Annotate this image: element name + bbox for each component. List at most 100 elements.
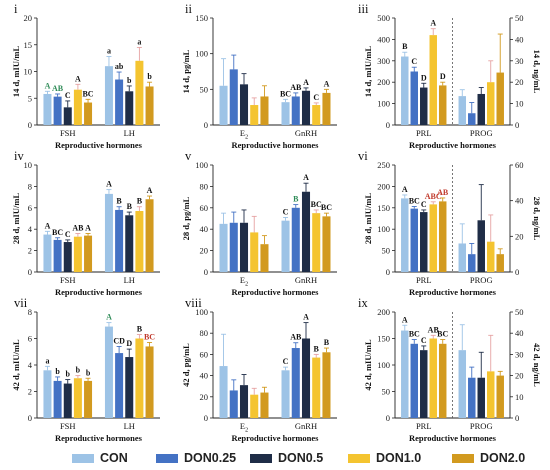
y-tick-label: 100 <box>195 307 208 317</box>
bar-don2-0-fsh <box>84 380 93 418</box>
bar-don0-5-lh <box>125 357 134 418</box>
y-tick-label: 4 <box>28 360 33 370</box>
bar-con-prl <box>401 330 409 418</box>
y-tick-label: 0 <box>204 413 208 423</box>
bar-don2-0-e2 <box>260 96 269 125</box>
legend-label: DON0.5 <box>278 451 324 465</box>
significance-letter: C <box>283 207 289 216</box>
bar-don1-0-prl <box>429 204 437 272</box>
x-tick-label: PROG <box>470 275 493 285</box>
x-tick-label: FSH <box>60 421 76 431</box>
significance-letter: a <box>45 356 49 365</box>
y-tick-label: 0 <box>28 267 32 277</box>
y-tick-label: 0 <box>28 120 32 130</box>
y-axis-label: 28 d, mIU/mL <box>363 193 373 245</box>
bar-con-lh <box>104 193 113 272</box>
y-tick-right-label: 50 <box>515 307 524 317</box>
significance-letter: ABC <box>425 192 442 201</box>
y-tick-label: 60 <box>200 203 209 213</box>
bar-con-prog <box>458 350 467 418</box>
y-tick-label: 150 <box>377 334 390 344</box>
y-axis-label: 28 d, pg/mL <box>181 196 191 240</box>
bar-don1-0-e2 <box>250 232 259 272</box>
bar-don2-0-prog <box>496 375 504 418</box>
chart-panel-vi: vi 0 50 100 150 200 250 0 20 40 60 28 d, mIU/mL 28 d… <box>358 149 542 297</box>
x-axis-label: Reproductive hormones <box>55 287 143 297</box>
legend-swatch <box>452 453 474 463</box>
bar-don2-0-gnrh <box>322 216 331 272</box>
y-tick-label: 200 <box>377 77 390 87</box>
bar-don0-5-e2 <box>239 84 249 125</box>
y-tick-label: 80 <box>200 328 209 338</box>
significance-letter: A <box>45 81 51 90</box>
x-tick-label: PRL <box>416 421 432 431</box>
y-tick-right-label: 20 <box>515 231 524 241</box>
bar-don0-25-prog <box>468 113 476 125</box>
panel-label: ii <box>185 2 192 16</box>
y-tick-label: 5 <box>28 93 32 103</box>
y-tick-label: 60 <box>200 349 209 359</box>
bar-don2-0-fsh <box>84 102 93 125</box>
bar-don0-5-prl <box>420 350 428 418</box>
panel-label: i <box>14 2 18 16</box>
bar-don0-5-prl <box>420 212 428 272</box>
significance-letter: BC <box>82 89 93 98</box>
x-tick-label: FSH <box>60 128 76 138</box>
y-tick-label: 8 <box>28 181 32 191</box>
y-tick-right-label: 30 <box>515 56 524 66</box>
chart-panel-ix: ix 0 50 100 150 200 0 10 20 30 40 50 42 d, mIU/mL 42 … <box>358 296 542 443</box>
bar-don0-25-fsh <box>53 380 62 418</box>
y-axis-label: 42 d, mIU/mL <box>11 339 21 391</box>
y-tick-label: 0 <box>204 267 208 277</box>
bar-don0-25-lh <box>115 79 124 125</box>
y-tick-label: 2 <box>28 246 32 256</box>
bar-don0-5-prog <box>477 377 485 418</box>
significance-letter: D <box>126 339 132 348</box>
y-tick-label: 6 <box>28 203 32 213</box>
y-tick-label: 6 <box>28 334 32 344</box>
y-tick-label: 10 <box>24 67 33 77</box>
significance-letter: A <box>106 180 112 189</box>
legend-label: DON2.0 <box>480 451 526 465</box>
significance-letter: C <box>421 336 427 345</box>
chart-panel-iii: iii 0 100 200 300 400 500 0 10 20 30 40 50 14 d, mIU/… <box>358 2 542 150</box>
bar-don0-25-prog <box>468 254 476 272</box>
y-tick-label: 40 <box>200 371 209 381</box>
bar-don0-5-fsh <box>63 383 72 418</box>
y-tick-label: 50 <box>200 84 209 94</box>
y-tick-label: 200 <box>377 181 390 191</box>
bar-con-gnrh <box>281 102 290 125</box>
bar-con-fsh <box>43 370 52 418</box>
y-axis-right-label: 28 d, ng/mL <box>532 197 542 241</box>
significance-letter: A <box>402 185 408 194</box>
bar-don1-0-lh <box>135 338 144 418</box>
bar-don2-0-lh <box>145 199 154 272</box>
y-tick-right-label: 40 <box>515 196 524 206</box>
bar-don2-0-prl <box>438 85 447 125</box>
y-tick-label: 150 <box>377 203 390 213</box>
significance-letter: BC <box>409 330 420 339</box>
bar-con-prl <box>401 198 409 272</box>
panel-label: vii <box>14 296 28 310</box>
bar-don0-25-fsh <box>53 239 62 272</box>
significance-letter: A <box>303 78 309 87</box>
bar-don0-5-gnrh <box>301 191 311 272</box>
bar-don2-0-lh <box>145 346 154 418</box>
bar-don2-0-lh <box>145 86 154 125</box>
bar-con-e2 <box>219 366 228 418</box>
chart-panel-v: v 0 20 40 60 80 100 28 d, pg/mL E2 CB A BC BC GnRH Rep… <box>181 149 337 297</box>
significance-letter: B <box>116 197 122 206</box>
significance-letter: A <box>324 79 330 88</box>
y-axis-label: 14 d, mIU/mL <box>363 46 373 98</box>
x-tick-label: PRL <box>416 275 432 285</box>
x-tick-label: E2 <box>240 275 248 288</box>
bar-don0-25-lh <box>115 209 124 272</box>
y-tick-label: 100 <box>377 224 390 234</box>
significance-letter: A <box>303 313 309 322</box>
bar-don0-25-fsh <box>53 96 62 125</box>
bar-don0-25-lh <box>115 353 124 418</box>
significance-letter: BC <box>280 89 291 98</box>
significance-letter: D <box>440 72 446 81</box>
